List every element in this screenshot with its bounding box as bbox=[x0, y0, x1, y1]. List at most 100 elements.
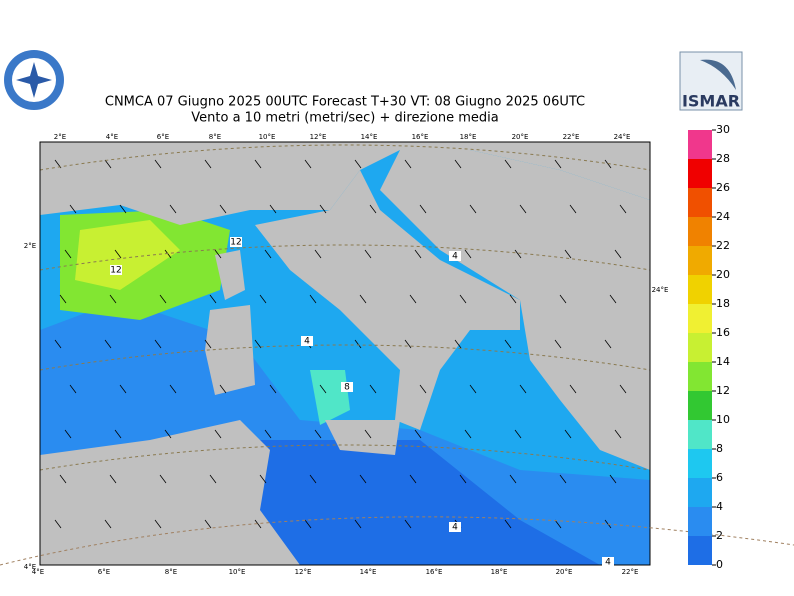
lon-label: 6°E bbox=[98, 568, 110, 576]
logo-left bbox=[4, 50, 64, 110]
wind-arrow bbox=[514, 249, 522, 259]
wind-arrow bbox=[154, 159, 162, 169]
wind-arrow bbox=[214, 249, 222, 259]
colorbar-segment bbox=[688, 304, 712, 333]
wind-arrow bbox=[254, 339, 262, 349]
colorbar-label: 26 bbox=[716, 181, 730, 194]
wind-arrow bbox=[204, 339, 212, 349]
lon-label: 4°E bbox=[32, 568, 44, 576]
lon-label: 14°E bbox=[361, 133, 378, 141]
wind-arrow bbox=[464, 429, 472, 439]
wind-arrow bbox=[404, 519, 412, 529]
colorbar-segment bbox=[688, 333, 712, 362]
colorbar-segment bbox=[688, 217, 712, 246]
wind-arrow bbox=[609, 294, 617, 304]
wind-arrow bbox=[69, 384, 77, 394]
contour-label: 4 bbox=[304, 337, 310, 347]
wind-arrow bbox=[119, 204, 127, 214]
colorbar-segment bbox=[688, 449, 712, 478]
wind-arrow bbox=[214, 429, 222, 439]
lon-label: 18°E bbox=[491, 568, 508, 576]
wind-arrow bbox=[304, 159, 312, 169]
contour-label: 12 bbox=[110, 266, 121, 276]
wind-arrow bbox=[554, 159, 562, 169]
lon-label: 8°E bbox=[165, 568, 177, 576]
colorbar-segment bbox=[688, 275, 712, 304]
wind-arrow bbox=[504, 519, 512, 529]
lon-label: 10°E bbox=[229, 568, 246, 576]
wind-arrow bbox=[559, 294, 567, 304]
wind-arrow bbox=[519, 204, 527, 214]
wind-arrow bbox=[354, 159, 362, 169]
colorbar-segment bbox=[688, 507, 712, 536]
wind-arrow bbox=[269, 204, 277, 214]
colorbar-label: 24 bbox=[716, 210, 730, 223]
wind-arrow bbox=[54, 519, 62, 529]
wind-arrow bbox=[409, 474, 417, 484]
wind-arrow bbox=[109, 294, 117, 304]
wind-arrow bbox=[609, 474, 617, 484]
wind-arrow bbox=[264, 429, 272, 439]
colorbar-label: 14 bbox=[716, 355, 730, 368]
wind-arrow bbox=[159, 474, 167, 484]
subtitle: Vento a 10 metri (metri/sec) + direzione… bbox=[191, 111, 498, 126]
wind-arrow bbox=[564, 429, 572, 439]
wind-arrow bbox=[559, 474, 567, 484]
lon-label: 12°E bbox=[310, 133, 327, 141]
wind-arrow bbox=[614, 249, 622, 259]
wind-arrow bbox=[454, 339, 462, 349]
wind-arrow bbox=[354, 519, 362, 529]
contour-label: 12 bbox=[230, 238, 241, 248]
wind-arrow bbox=[269, 384, 277, 394]
wind-arrow bbox=[564, 249, 572, 259]
lon-label: 4°E bbox=[106, 133, 118, 141]
title: CNMCA 07 Giugno 2025 00UTC Forecast T+30… bbox=[105, 95, 585, 110]
wind-arrow bbox=[304, 519, 312, 529]
wind-arrow bbox=[204, 159, 212, 169]
wind-arrow bbox=[369, 204, 377, 214]
lon-label: 10°E bbox=[259, 133, 276, 141]
colorbar-label: 8 bbox=[716, 442, 723, 455]
contour-label-bg bbox=[301, 336, 313, 346]
wind-arrow bbox=[254, 519, 262, 529]
wind-arrow bbox=[419, 204, 427, 214]
wind-arrow bbox=[64, 429, 72, 439]
colorbar-segment bbox=[688, 159, 712, 188]
lon-label: 20°E bbox=[556, 568, 573, 576]
lon-label: 20°E bbox=[512, 133, 529, 141]
wind-arrow bbox=[109, 474, 117, 484]
wind-arrow bbox=[164, 429, 172, 439]
wind-arrow bbox=[569, 384, 577, 394]
wind-arrow bbox=[509, 474, 517, 484]
colorbar-segment bbox=[688, 536, 712, 565]
wind-arrow bbox=[154, 519, 162, 529]
wind-arrow bbox=[459, 294, 467, 304]
wind-arrow bbox=[614, 429, 622, 439]
wind-arrow bbox=[569, 204, 577, 214]
side-label: 24°E bbox=[652, 286, 669, 294]
contour-label-bg bbox=[449, 251, 461, 261]
colorbar-segment bbox=[688, 130, 712, 159]
side-label: 2°E bbox=[24, 242, 36, 250]
wind-arrow bbox=[404, 159, 412, 169]
wind-arrow bbox=[469, 204, 477, 214]
wind-arrow bbox=[169, 204, 177, 214]
wind-arrow bbox=[359, 294, 367, 304]
contour-label-bg bbox=[110, 265, 122, 275]
wind-arrow bbox=[454, 159, 462, 169]
wind-arrow bbox=[554, 519, 562, 529]
colorbar-segment bbox=[688, 246, 712, 275]
wind-arrow bbox=[504, 339, 512, 349]
wind-arrow bbox=[619, 204, 627, 214]
wind-arrow bbox=[104, 159, 112, 169]
colorbar-label: 20 bbox=[716, 268, 730, 281]
wind-arrow bbox=[219, 204, 227, 214]
wind-arrow bbox=[104, 339, 112, 349]
lon-label: 22°E bbox=[622, 568, 639, 576]
wind-arrow bbox=[209, 294, 217, 304]
wind-arrow bbox=[414, 429, 422, 439]
wind-arrow bbox=[514, 429, 522, 439]
wind-arrow bbox=[459, 474, 467, 484]
wind-arrow bbox=[259, 294, 267, 304]
colorbar-label: 4 bbox=[716, 500, 723, 513]
